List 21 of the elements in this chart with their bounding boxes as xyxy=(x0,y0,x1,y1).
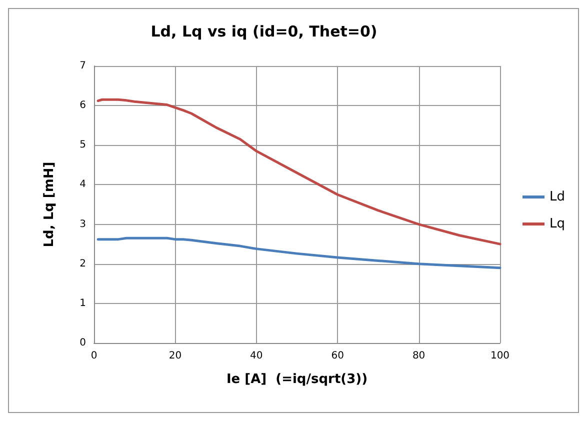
y-tick-label: 7 xyxy=(80,60,86,72)
x-axis-title: Ie [A] (=iq/sqrt(3)) xyxy=(226,372,368,387)
y-tick-label: 2 xyxy=(80,258,86,270)
y-tick-label: 0 xyxy=(80,338,86,348)
chart-title: Ld, Lq vs iq (id=0, Thet=0) xyxy=(150,22,378,40)
y-tick-label: 5 xyxy=(80,140,86,151)
y-axis-title: Ld, Lq [mH] xyxy=(42,162,57,248)
legend-label: Lq xyxy=(550,216,566,232)
x-tick-label: 100 xyxy=(490,350,510,362)
x-tick-label: 0 xyxy=(90,350,98,362)
y-tick-label: 1 xyxy=(80,298,86,309)
y-tick-label: 3 xyxy=(80,218,86,230)
legend-label: Ld xyxy=(550,190,566,204)
line-series xyxy=(96,98,502,246)
x-tick-label: 80 xyxy=(412,350,426,362)
x-tick-label: 20 xyxy=(168,350,182,362)
y-tick-label: 4 xyxy=(80,179,86,190)
x-tick-label: 40 xyxy=(250,350,263,362)
x-tick-label: 60 xyxy=(331,350,344,362)
y-tick-label: 6 xyxy=(80,100,86,112)
line-series xyxy=(96,236,502,270)
